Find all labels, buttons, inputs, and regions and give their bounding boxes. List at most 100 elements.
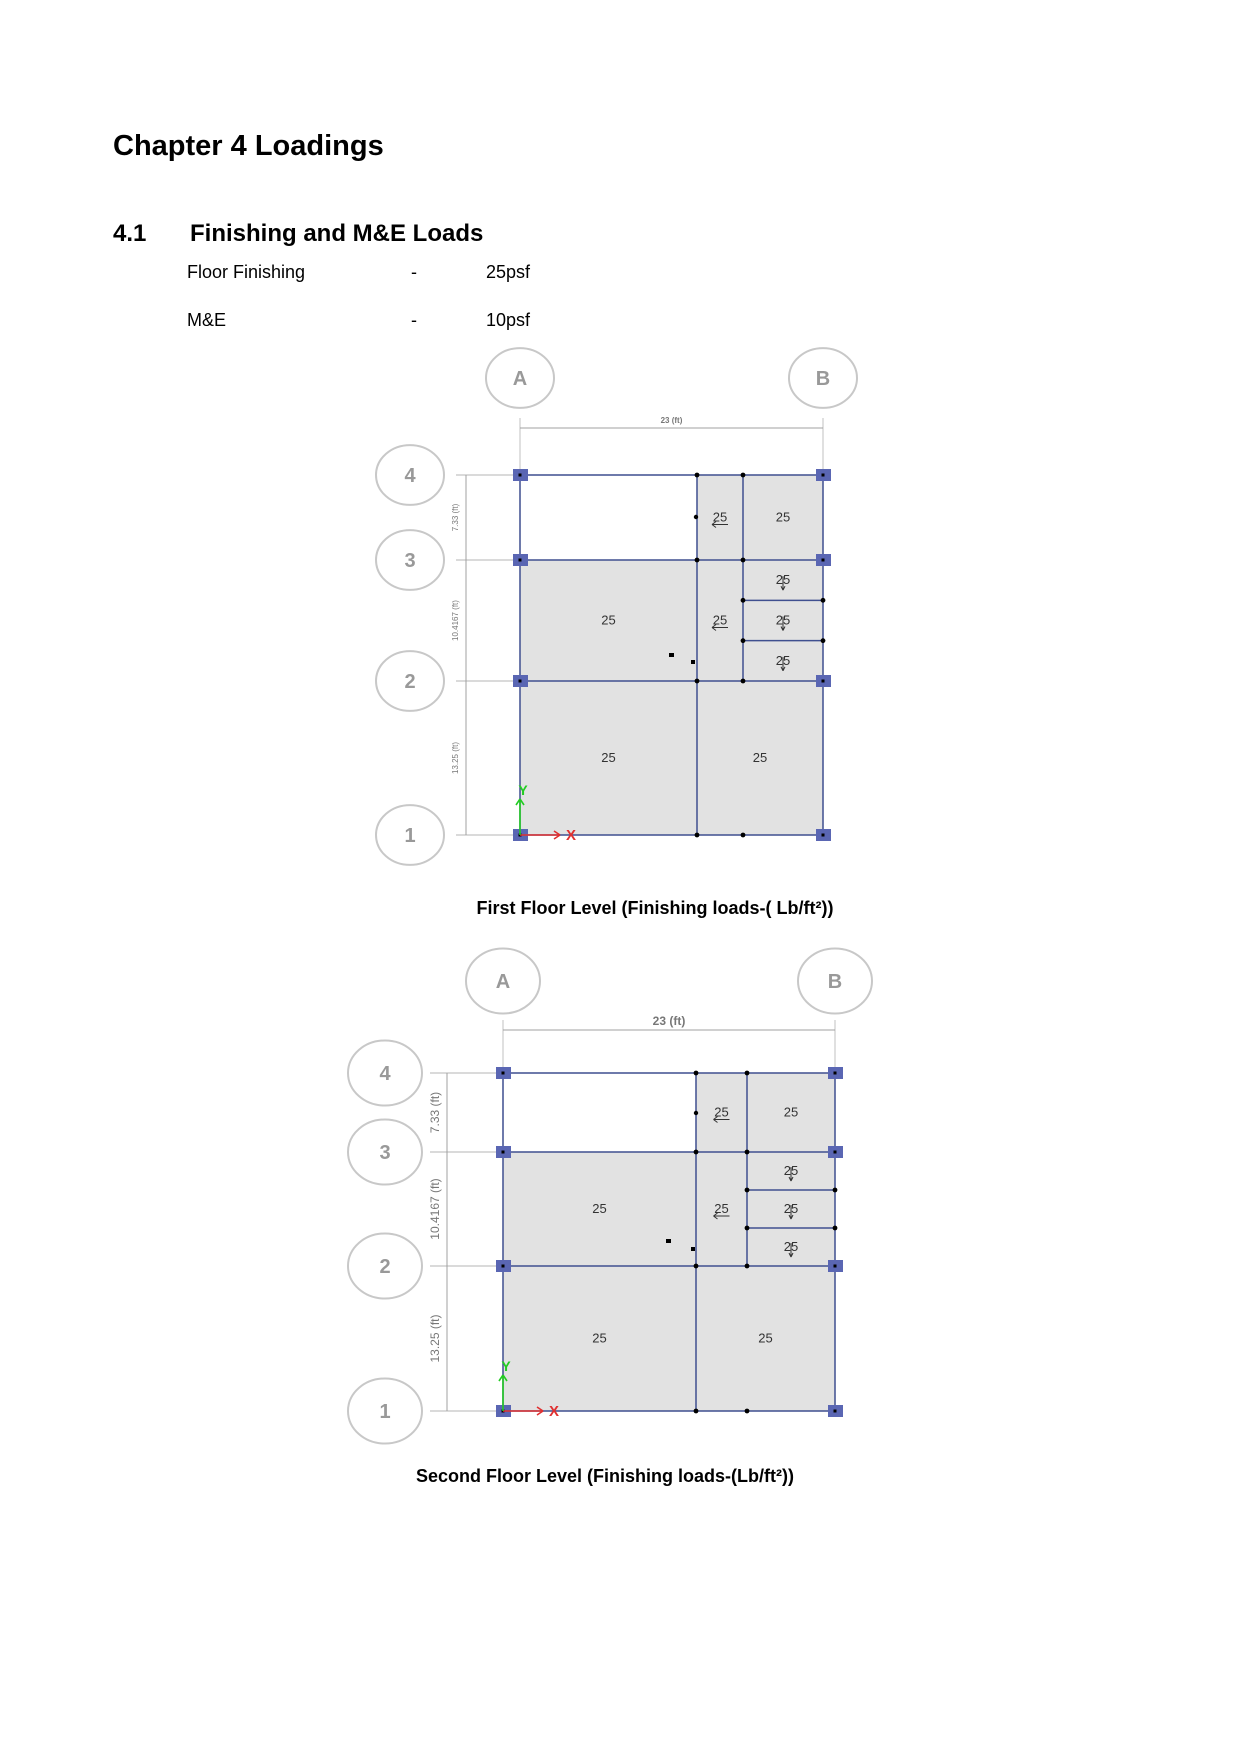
sf-column-center-3 — [833, 1150, 837, 1154]
sf-load-top-right: 25 — [784, 1105, 798, 1120]
ff-dim-left-label-0: 7.33 (ft) — [451, 503, 460, 531]
ff-column-center-4 — [518, 679, 522, 683]
sf-joint-9 — [832, 1187, 838, 1193]
ff-grid-label-1: 1 — [404, 825, 415, 847]
ff-grid-bubble-3 — [375, 529, 445, 591]
ff-joint-3 — [740, 557, 746, 563]
ff-dir-arrow-h-0 — [711, 521, 728, 528]
ff-dir-arrow-h-1 — [711, 624, 728, 631]
ff-axis-x-arrow — [553, 830, 561, 840]
sf-grid-label-2: 2 — [379, 1256, 390, 1278]
sf-dir-arrow-v-0 — [788, 1167, 794, 1182]
ff-joint-1 — [740, 472, 746, 478]
ff-grid-label-b: B — [816, 368, 830, 390]
sf-dim-left-label-1: 10.4167 (ft) — [428, 1178, 442, 1239]
ff-dim-left-label-1: 10.4167 (ft) — [451, 600, 460, 641]
sf-joint-4 — [693, 1263, 699, 1269]
ff-dim-left-label-2: 13.25 (ft) — [451, 742, 460, 774]
sf-joint-11 — [832, 1225, 838, 1231]
ff-joint-11 — [820, 638, 826, 644]
sf-grid-label-3: 3 — [379, 1142, 390, 1164]
sf-joint-6 — [693, 1408, 699, 1414]
sf-grid-bubble-1 — [347, 1377, 423, 1445]
sf-dir-arrow-v-2 — [788, 1243, 794, 1258]
sf-column-center-1 — [833, 1071, 837, 1075]
sf-dim-left-label-0: 7.33 (ft) — [428, 1092, 442, 1133]
ff-dim-top-label: 23 (ft) — [661, 416, 683, 425]
ff-joint-8 — [740, 597, 746, 603]
ff-column-center-1 — [821, 473, 825, 477]
ff-load-top-right: 25 — [776, 510, 790, 525]
sf-axis-y-label: Y — [501, 1358, 511, 1374]
sf-grid-bubble-2 — [347, 1232, 423, 1300]
sf-grid-label-a: A — [496, 971, 510, 993]
sf-joint-10 — [744, 1225, 750, 1231]
ff-load-top-narrow: 25 — [713, 510, 727, 525]
sf-column-center-4 — [501, 1264, 505, 1268]
sf-load-right-lower: 25 — [758, 1331, 772, 1346]
ff-grid-bubble-a — [485, 347, 555, 409]
first-floor-caption: First Floor Level (Finishing loads-( Lb/… — [476, 898, 834, 918]
sf-dir-arrow-h-0 — [713, 1116, 730, 1123]
ff-column-center-5 — [821, 679, 825, 683]
sf-slab-left — [503, 1152, 696, 1411]
sf-mark-2 — [691, 1247, 695, 1251]
sf-dim-left-label-2: 13.25 (ft) — [428, 1314, 442, 1362]
sf-mark-3 — [693, 1110, 699, 1116]
ff-axis-y-arrow — [515, 798, 525, 806]
ff-mark-1 — [669, 653, 674, 657]
ff-load-right-lower: 25 — [753, 750, 767, 765]
ff-grid-bubble-b — [788, 347, 858, 409]
sf-mark-1 — [666, 1239, 671, 1243]
sf-axis-x-arrow — [536, 1406, 544, 1416]
ff-mark-3 — [693, 514, 699, 520]
ff-joint-0 — [694, 472, 700, 478]
second-floor-caption: Second Floor Level (Finishing loads-(Lb/… — [416, 1466, 794, 1486]
ff-joint-5 — [740, 678, 746, 684]
ff-joint-6 — [694, 832, 700, 838]
ff-joint-7 — [740, 832, 746, 838]
load-sep-floor-finishing: - — [411, 262, 417, 282]
ff-dir-arrow-v-0 — [780, 576, 786, 591]
ff-mark-2 — [691, 660, 695, 664]
sf-axis-x-label: X — [549, 1403, 559, 1420]
load-value-floor-finishing: 25psf — [486, 262, 531, 282]
ff-load-left-lower: 25 — [601, 750, 615, 765]
sf-dim-top-label: 23 (ft) — [653, 1014, 686, 1028]
sf-slab-right — [696, 1073, 835, 1411]
ff-load-mid-narrow: 25 — [713, 613, 727, 628]
sf-joint-2 — [693, 1149, 699, 1155]
load-value-me: 10psf — [486, 310, 531, 330]
ff-grid-bubble-1 — [375, 804, 445, 866]
ff-grid-label-4: 4 — [404, 465, 416, 487]
ff-grid-label-a: A — [513, 368, 527, 390]
sf-joint-5 — [744, 1263, 750, 1269]
sf-joint-3 — [744, 1149, 750, 1155]
sf-grid-label-1: 1 — [379, 1401, 390, 1423]
load-name-me: M&E — [187, 310, 227, 330]
ff-grid-label-2: 2 — [404, 671, 415, 693]
ff-joint-2 — [694, 557, 700, 563]
sf-grid-bubble-b — [797, 947, 873, 1015]
sf-joint-1 — [744, 1070, 750, 1076]
sf-load-top-narrow: 25 — [714, 1105, 728, 1120]
ff-joint-4 — [694, 678, 700, 684]
sf-load-left-upper: 25 — [592, 1201, 606, 1216]
ff-grid-label-3: 3 — [404, 550, 415, 572]
ff-axis-x-label: X — [566, 827, 576, 844]
sf-column-center-7 — [833, 1409, 837, 1413]
sf-grid-bubble-a — [465, 947, 541, 1015]
ff-dir-arrow-v-2 — [780, 656, 786, 672]
sf-joint-8 — [744, 1187, 750, 1193]
ff-column-center-0 — [518, 473, 522, 477]
sf-dir-arrow-v-1 — [788, 1205, 794, 1220]
sf-grid-bubble-3 — [347, 1118, 423, 1186]
sf-grid-bubble-4 — [347, 1039, 423, 1107]
ff-column-center-3 — [821, 558, 825, 562]
sf-grid-label-4: 4 — [379, 1063, 391, 1085]
sf-column-center-0 — [501, 1071, 505, 1075]
chapter-title: Chapter 4 Loadings — [113, 130, 384, 162]
load-sep-me: - — [411, 310, 417, 330]
ff-column-center-2 — [518, 558, 522, 562]
